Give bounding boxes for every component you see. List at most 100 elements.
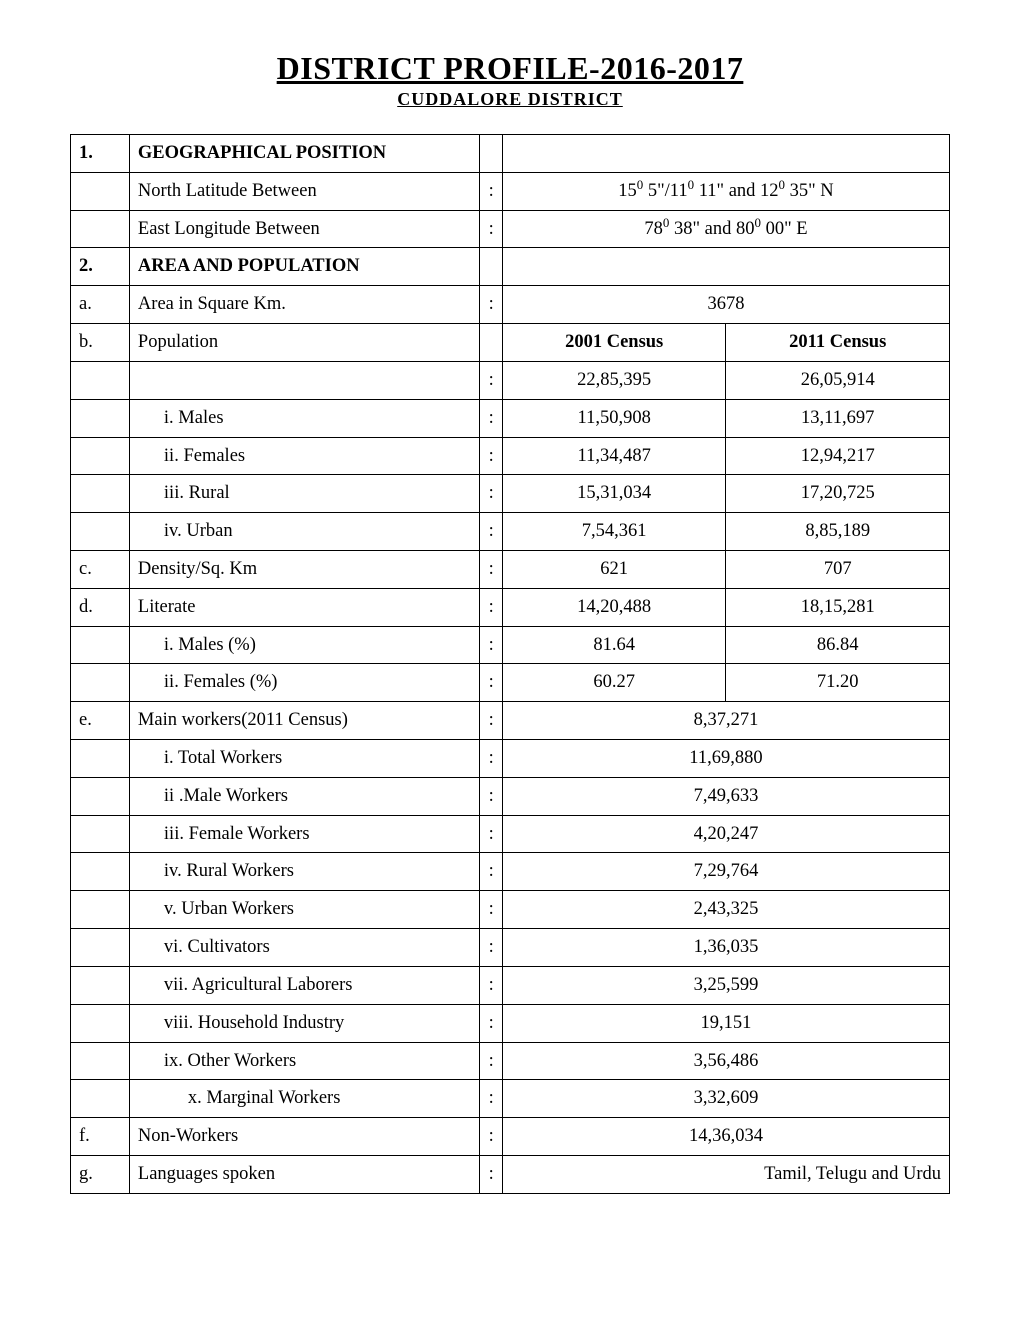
row-value-2001: 7,54,361 (502, 513, 726, 551)
row-number (71, 399, 130, 437)
row-number: f. (71, 1118, 130, 1156)
table-row: iv. Urban:7,54,3618,85,189 (71, 513, 950, 551)
row-value (502, 248, 949, 286)
table-row: e.Main workers(2011 Census):8,37,271 (71, 702, 950, 740)
row-number (71, 740, 130, 778)
row-number (71, 929, 130, 967)
row-description: ii. Females (%) (129, 664, 480, 702)
row-value-2001: 14,20,488 (502, 588, 726, 626)
table-row: v. Urban Workers:2,43,325 (71, 891, 950, 929)
row-separator: : (480, 740, 502, 778)
row-number: 2. (71, 248, 130, 286)
row-value: 3,56,486 (502, 1042, 949, 1080)
row-separator: : (480, 966, 502, 1004)
row-description: East Longitude Between (129, 210, 480, 248)
row-description: iii. Rural (129, 475, 480, 513)
row-description: ii .Male Workers (129, 777, 480, 815)
table-row: i. Males (%):81.6486.84 (71, 626, 950, 664)
row-separator: : (480, 1004, 502, 1042)
row-separator: : (480, 929, 502, 967)
table-row: g.Languages spoken:Tamil, Telugu and Urd… (71, 1155, 950, 1193)
row-number (71, 210, 130, 248)
row-description (129, 361, 480, 399)
row-separator: : (480, 475, 502, 513)
row-number (71, 966, 130, 1004)
row-value-2001: 2001 Census (502, 324, 726, 362)
table-row: ix. Other Workers:3,56,486 (71, 1042, 950, 1080)
row-description: x. Marginal Workers (129, 1080, 480, 1118)
row-separator: : (480, 399, 502, 437)
row-number (71, 777, 130, 815)
row-separator: : (480, 1155, 502, 1193)
row-description: iv. Urban (129, 513, 480, 551)
row-number (71, 1004, 130, 1042)
table-row: 1.GEOGRAPHICAL POSITION (71, 135, 950, 173)
table-row: iii. Rural:15,31,03417,20,725 (71, 475, 950, 513)
row-number (71, 664, 130, 702)
row-value-2011: 707 (726, 550, 950, 588)
row-value: 3678 (502, 286, 949, 324)
row-value: 4,20,247 (502, 815, 949, 853)
table-row: viii. Household Industry:19,151 (71, 1004, 950, 1042)
row-value-2001: 22,85,395 (502, 361, 726, 399)
row-separator: : (480, 815, 502, 853)
row-separator: : (480, 1118, 502, 1156)
row-description: i. Males (%) (129, 626, 480, 664)
row-separator: : (480, 550, 502, 588)
row-separator: : (480, 437, 502, 475)
row-number (71, 815, 130, 853)
row-separator: : (480, 361, 502, 399)
table-row: ii .Male Workers:7,49,633 (71, 777, 950, 815)
row-number (71, 172, 130, 210)
row-description: i. Males (129, 399, 480, 437)
row-value-2011: 12,94,217 (726, 437, 950, 475)
row-number: d. (71, 588, 130, 626)
row-value: 8,37,271 (502, 702, 949, 740)
row-number (71, 361, 130, 399)
row-number (71, 513, 130, 551)
table-row: ii. Females:11,34,48712,94,217 (71, 437, 950, 475)
row-description: Density/Sq. Km (129, 550, 480, 588)
row-separator: : (480, 626, 502, 664)
row-separator (480, 248, 502, 286)
row-value-2011: 17,20,725 (726, 475, 950, 513)
row-value-2011: 13,11,697 (726, 399, 950, 437)
row-value: 7,29,764 (502, 853, 949, 891)
row-description: GEOGRAPHICAL POSITION (129, 135, 480, 173)
row-value-2001: 621 (502, 550, 726, 588)
page-title: DISTRICT PROFILE-2016-2017 (70, 50, 950, 87)
row-description: Non-Workers (129, 1118, 480, 1156)
row-separator: : (480, 777, 502, 815)
row-value-2001: 81.64 (502, 626, 726, 664)
table-row: 2.AREA AND POPULATION (71, 248, 950, 286)
row-value-2011: 71.20 (726, 664, 950, 702)
table-row: c.Density/Sq. Km:621707 (71, 550, 950, 588)
row-value: 11,69,880 (502, 740, 949, 778)
row-description: v. Urban Workers (129, 891, 480, 929)
row-value-2001: 11,50,908 (502, 399, 726, 437)
row-number (71, 1042, 130, 1080)
row-value: Tamil, Telugu and Urdu (502, 1155, 949, 1193)
table-row: ii. Females (%):60.2771.20 (71, 664, 950, 702)
table-row: d.Literate:14,20,48818,15,281 (71, 588, 950, 626)
table-row: i. Total Workers:11,69,880 (71, 740, 950, 778)
table-row: x. Marginal Workers:3,32,609 (71, 1080, 950, 1118)
row-value: 3,32,609 (502, 1080, 949, 1118)
row-number: c. (71, 550, 130, 588)
row-separator (480, 135, 502, 173)
row-value: 3,25,599 (502, 966, 949, 1004)
table-row: f.Non-Workers:14,36,034 (71, 1118, 950, 1156)
row-description: vii. Agricultural Laborers (129, 966, 480, 1004)
table-row: vii. Agricultural Laborers:3,25,599 (71, 966, 950, 1004)
row-separator: : (480, 210, 502, 248)
row-value-2011: 26,05,914 (726, 361, 950, 399)
row-separator: : (480, 1080, 502, 1118)
row-number: b. (71, 324, 130, 362)
row-number: 1. (71, 135, 130, 173)
profile-table: 1.GEOGRAPHICAL POSITIONNorth Latitude Be… (70, 134, 950, 1194)
table-row: vi. Cultivators:1,36,035 (71, 929, 950, 967)
row-number (71, 853, 130, 891)
row-value: 150 5"/110 11" and 120 35" N (502, 172, 949, 210)
row-separator: : (480, 172, 502, 210)
row-separator: : (480, 588, 502, 626)
